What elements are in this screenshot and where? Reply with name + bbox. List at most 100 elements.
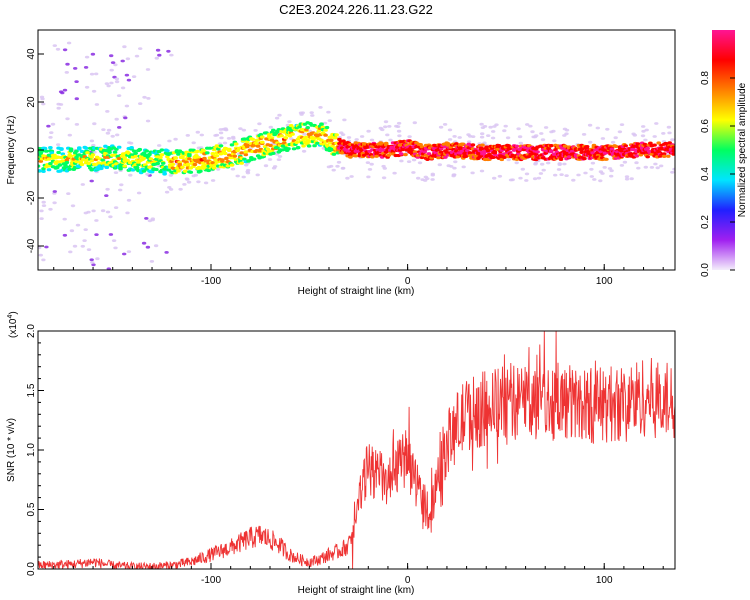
heatmap-cell — [422, 150, 428, 154]
heatmap-cell — [288, 124, 294, 128]
heatmap-cell — [69, 229, 75, 233]
heatmap-cell — [326, 110, 331, 114]
heatmap-cell — [164, 251, 169, 254]
heatmap-cell — [380, 128, 385, 132]
heatmap-cell — [399, 159, 404, 163]
heatmap-cell — [306, 144, 312, 148]
heatmap-cell — [447, 128, 453, 132]
heatmap-cell — [55, 165, 60, 170]
heatmap-cell — [241, 128, 247, 132]
heatmap-cell — [110, 134, 115, 138]
heatmap-cell — [210, 161, 216, 165]
heatmap-cell — [258, 133, 264, 137]
x-tick-label: 0 — [405, 276, 411, 287]
heatmap-cell — [274, 116, 280, 120]
heatmap-cell — [231, 137, 236, 140]
heatmap-cell — [267, 158, 273, 161]
heatmap-cell — [56, 143, 61, 147]
heatmap-cell — [115, 133, 120, 137]
heatmap-cell — [52, 44, 57, 47]
heatmap-cell — [159, 148, 165, 152]
heatmap-cell — [38, 169, 42, 173]
colorbar-tick-label: 0.2 — [700, 215, 711, 229]
heatmap-cell — [583, 171, 588, 175]
heatmap-cell — [540, 138, 546, 142]
heatmap-cell — [94, 219, 99, 222]
heatmap-cell — [136, 162, 141, 167]
heatmap-cell — [79, 162, 85, 167]
heatmap-cell — [359, 135, 365, 138]
heatmap-cell — [345, 176, 350, 180]
colorbar-tick-label: 0.8 — [700, 71, 711, 85]
heatmap-cell — [387, 125, 392, 128]
heatmap-cell — [447, 138, 453, 141]
heatmap-cell — [125, 57, 131, 61]
heatmap-cell — [84, 55, 90, 59]
heatmap-cell — [327, 119, 332, 122]
heatmap-cell — [510, 153, 516, 157]
x-tick-label: -100 — [201, 276, 221, 287]
heatmap-cell — [559, 173, 564, 177]
heatmap-cell — [419, 145, 425, 149]
heatmap-cell — [222, 151, 228, 156]
heatmap-cell — [423, 179, 428, 182]
heatmap-cell — [138, 47, 143, 50]
heatmap-cell — [369, 162, 374, 166]
heatmap-cell — [624, 175, 630, 179]
heatmap-cell — [503, 124, 508, 128]
y-tick-label: -40 — [26, 238, 37, 253]
heatmap-cell — [655, 166, 660, 170]
heatmap-cell — [479, 122, 484, 126]
heatmap-cell — [297, 125, 302, 129]
heatmap-cell — [592, 178, 597, 181]
heatmap-cell — [101, 161, 107, 165]
heatmap-cell — [532, 177, 538, 181]
heatmap-cell — [141, 241, 147, 245]
heatmap-cell — [506, 158, 511, 162]
heatmap-cell — [77, 147, 82, 151]
heatmap-cell — [320, 125, 326, 129]
heatmap-cell — [92, 122, 97, 126]
heatmap-cell — [74, 123, 80, 126]
colorbar-label: Normalized spectral amplitude — [737, 82, 748, 217]
heatmap-cell — [94, 72, 99, 76]
heatmap-cell — [283, 136, 289, 140]
heatmap-cell — [499, 157, 505, 162]
heatmap-cell — [218, 131, 224, 135]
heatmap-cell — [48, 136, 53, 139]
heatmap-cell — [466, 142, 472, 146]
heatmap-cell — [279, 134, 284, 138]
heatmap-cell — [528, 124, 533, 128]
heatmap-cell — [177, 162, 183, 166]
heatmap-cell — [64, 71, 70, 74]
heatmap-cell — [188, 170, 194, 174]
heatmap-cell — [260, 140, 265, 144]
heatmap-cell — [272, 165, 278, 168]
heatmap-cell — [43, 278, 47, 281]
heatmap-cell — [645, 146, 650, 150]
heatmap-cell — [557, 163, 562, 167]
heatmap-cell — [183, 169, 188, 173]
heatmap-cell — [207, 146, 213, 150]
heatmap-cell — [114, 147, 119, 151]
heatmap-cell — [120, 59, 125, 63]
heatmap-cell — [122, 156, 127, 160]
heatmap-cell — [158, 155, 163, 159]
heatmap-cell — [89, 139, 95, 143]
heatmap-cell — [38, 246, 42, 250]
heatmap-cell — [331, 152, 337, 156]
heatmap-cell — [138, 102, 143, 105]
heatmap-cell — [134, 54, 140, 58]
heatmap-cell — [149, 260, 155, 263]
heatmap-cell — [656, 141, 661, 145]
heatmap-cell — [442, 123, 448, 126]
heatmap-cell — [562, 162, 567, 166]
heatmap-cell — [354, 138, 359, 141]
heatmap-cell — [230, 167, 236, 171]
y-tick-label: 0.0 — [26, 562, 37, 576]
heatmap-cell — [538, 172, 544, 175]
heatmap-cell — [107, 150, 112, 154]
heatmap-cell — [312, 144, 317, 148]
heatmap-cell — [116, 94, 122, 97]
heatmap-cell — [436, 156, 441, 160]
